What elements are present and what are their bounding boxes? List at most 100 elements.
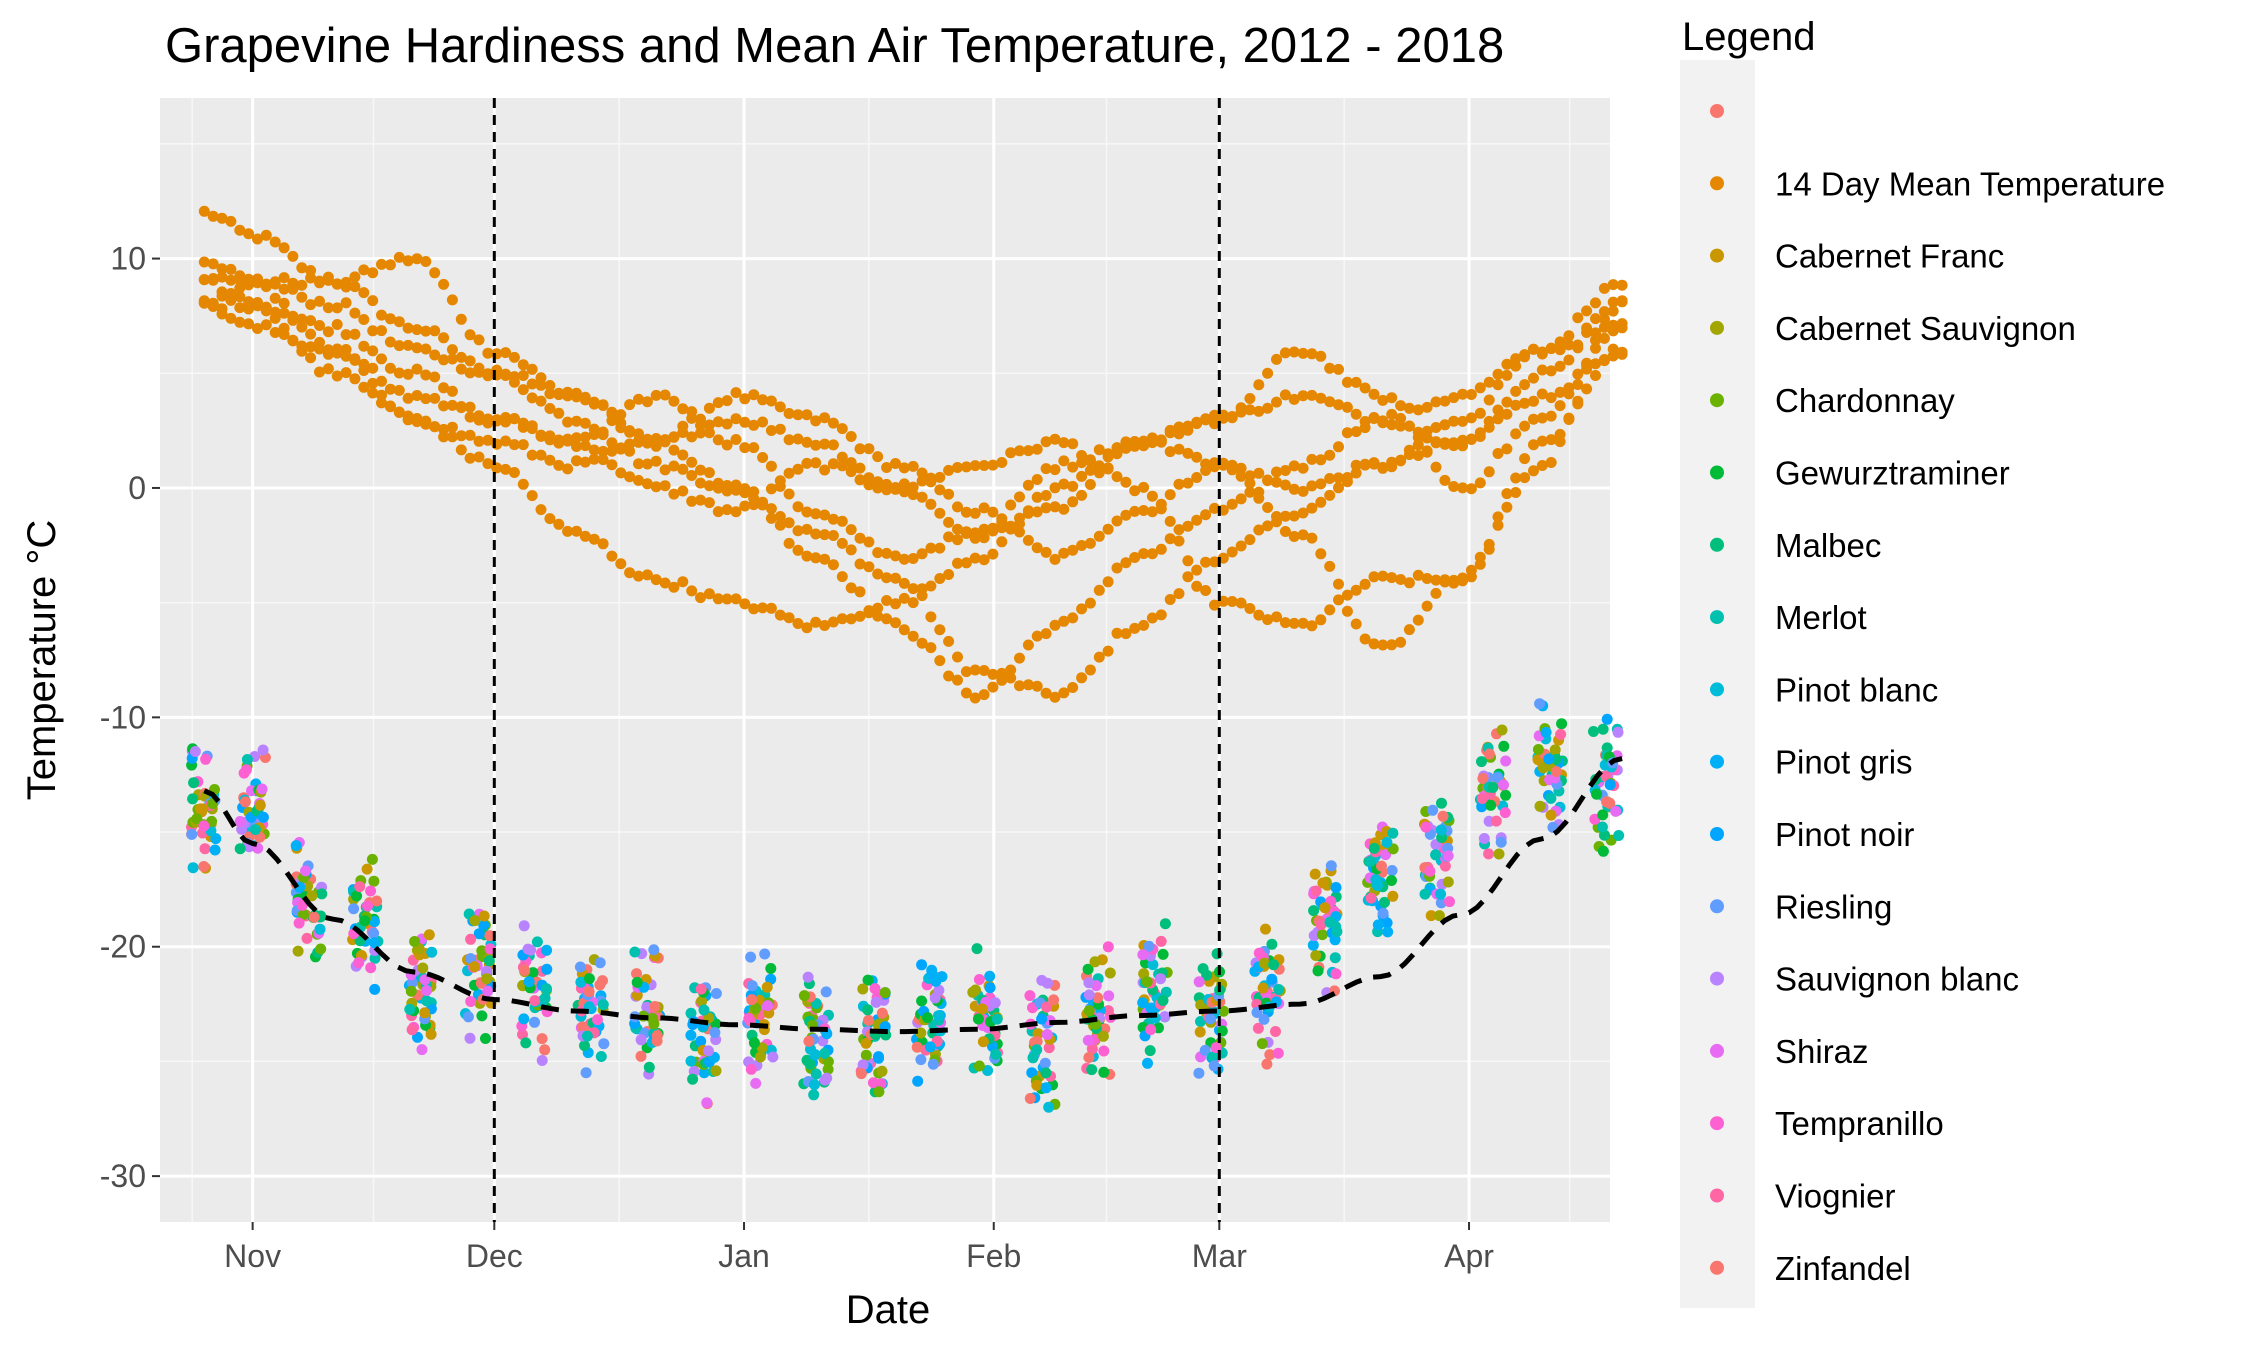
- mean-temperature-point: [703, 497, 715, 509]
- mean-temperature-point: [1501, 408, 1513, 420]
- mean-temperature-point: [969, 692, 981, 704]
- legend-key: [1710, 754, 1724, 769]
- hardiness-point: [1613, 830, 1625, 841]
- mean-temperature-point: [863, 443, 875, 455]
- hardiness-point: [748, 1037, 760, 1049]
- mean-temperature-point: [898, 624, 910, 636]
- mean-temperature-point: [367, 295, 379, 307]
- mean-temperature-point: [783, 537, 795, 549]
- mean-temperature-point: [1439, 395, 1451, 407]
- hardiness-point: [1194, 1026, 1206, 1038]
- mean-temperature-point: [553, 387, 565, 399]
- mean-temperature-point: [650, 389, 662, 401]
- hardiness-point: [1534, 698, 1546, 710]
- mean-temperature-point: [234, 291, 246, 303]
- mean-temperature-point: [1536, 388, 1548, 400]
- hardiness-point: [197, 803, 209, 815]
- mean-temperature-point: [1377, 394, 1389, 406]
- mean-temperature-point: [482, 417, 494, 429]
- mean-temperature-point: [1253, 524, 1265, 536]
- hardiness-point: [876, 1065, 888, 1077]
- mean-temperature-point: [1545, 365, 1557, 377]
- mean-temperature-point: [1350, 459, 1362, 471]
- mean-temperature-point: [500, 368, 512, 380]
- mean-temperature-point: [438, 400, 450, 412]
- mean-temperature-point: [1129, 505, 1141, 517]
- mean-temperature-point: [1607, 325, 1619, 337]
- mean-temperature-point: [1501, 488, 1513, 500]
- mean-temperature-point: [757, 602, 769, 614]
- mean-temperature-point: [1262, 520, 1274, 532]
- hardiness-point: [1588, 726, 1599, 737]
- mean-temperature-point: [1164, 533, 1176, 545]
- mean-temperature-point: [1590, 342, 1601, 354]
- hardiness-point: [421, 985, 433, 996]
- mean-temperature-point: [1005, 522, 1017, 534]
- mean-temperature-point: [987, 548, 999, 560]
- mean-temperature-point: [1412, 431, 1424, 443]
- hardiness-point: [476, 1010, 488, 1022]
- mean-temperature-point: [969, 507, 981, 519]
- hardiness-point: [1155, 935, 1167, 947]
- mean-temperature-point: [260, 305, 272, 317]
- mean-temperature-point: [819, 529, 831, 541]
- mean-temperature-point: [1297, 617, 1309, 629]
- mean-temperature-point: [1359, 382, 1371, 394]
- mean-temperature-point: [1244, 477, 1256, 489]
- hardiness-point: [1043, 1101, 1055, 1113]
- hardiness-point: [1048, 994, 1060, 1006]
- mean-temperature-point: [260, 229, 272, 241]
- hardiness-point: [469, 961, 480, 973]
- mean-temperature-point: [1412, 569, 1424, 581]
- mean-temperature-point: [1333, 594, 1344, 606]
- hardiness-point: [860, 1049, 872, 1061]
- mean-temperature-point: [633, 436, 644, 448]
- mean-temperature-point: [1510, 472, 1522, 484]
- mean-temperature-point: [446, 294, 458, 306]
- mean-temperature-point: [677, 427, 689, 438]
- mean-temperature-point: [1093, 584, 1105, 596]
- hardiness-point: [594, 957, 606, 969]
- hardiness-point: [1499, 807, 1511, 819]
- hardiness-point: [353, 957, 365, 969]
- mean-temperature-point: [633, 570, 644, 582]
- mean-temperature-point: [1076, 540, 1088, 551]
- legend-key: [1710, 320, 1724, 335]
- mean-temperature-point: [508, 467, 520, 478]
- mean-temperature-point: [1341, 401, 1353, 413]
- mean-temperature-point: [1271, 466, 1282, 478]
- mean-temperature-point: [606, 415, 618, 427]
- hardiness-point: [1142, 1057, 1153, 1069]
- mean-temperature-point: [801, 523, 813, 535]
- mean-temperature-point: [1102, 462, 1114, 474]
- mean-temperature-point: [455, 351, 467, 363]
- mean-temperature-point: [1616, 318, 1628, 330]
- mean-temperature-point: [269, 236, 281, 248]
- mean-temperature-point: [1368, 571, 1380, 583]
- mean-temperature-point: [774, 519, 786, 531]
- hardiness-point: [409, 936, 421, 947]
- mean-temperature-point: [296, 321, 308, 333]
- mean-temperature-point: [1403, 624, 1415, 636]
- legend-key: [1710, 537, 1724, 552]
- mean-temperature-point: [296, 262, 308, 274]
- hardiness-point: [522, 943, 534, 955]
- hardiness-point: [1082, 963, 1094, 975]
- mean-temperature-point: [535, 372, 547, 384]
- mean-temperature-point: [810, 457, 822, 469]
- hardiness-point: [1104, 967, 1116, 979]
- hardiness-point: [598, 1038, 610, 1050]
- mean-temperature-point: [1031, 542, 1043, 554]
- mean-temperature-point: [1554, 344, 1566, 356]
- mean-temperature-point: [1439, 438, 1451, 450]
- hardiness-point: [873, 1086, 885, 1098]
- mean-temperature-point: [801, 622, 813, 634]
- mean-temperature-point: [863, 561, 875, 573]
- mean-temperature-point: [898, 553, 910, 565]
- hardiness-point: [1160, 986, 1172, 998]
- mean-temperature-point: [1093, 651, 1105, 663]
- mean-temperature-point: [1049, 553, 1061, 565]
- mean-temperature-point: [1439, 576, 1451, 588]
- mean-temperature-point: [783, 612, 795, 624]
- mean-temperature-point: [1235, 540, 1247, 552]
